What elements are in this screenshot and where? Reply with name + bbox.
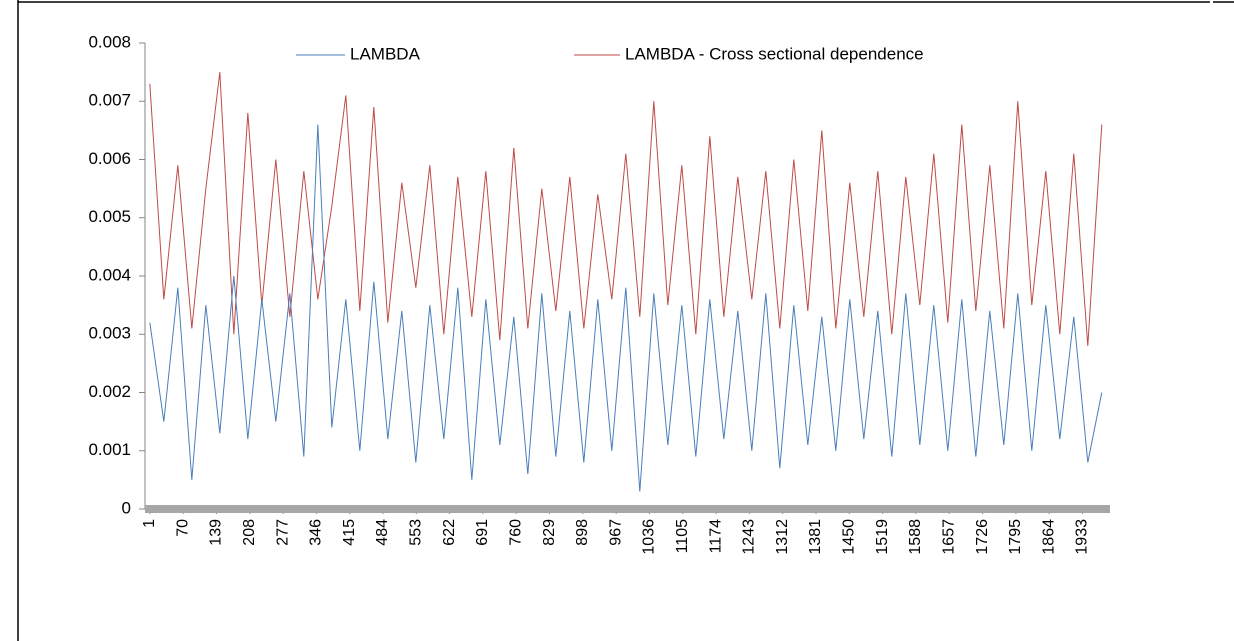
series-line (149, 72, 1103, 346)
x-tick-label: 70 (174, 519, 191, 537)
x-tick-label: 1243 (741, 519, 758, 555)
x-tick-label: 1519 (874, 519, 891, 555)
y-tick-label: 0.005 (88, 207, 131, 226)
x-tick-label: 139 (208, 519, 225, 546)
x-tick-label: 1312 (774, 519, 791, 555)
x-tick-label: 898 (574, 519, 591, 546)
x-tick-label: 484 (374, 519, 391, 546)
x-axis (145, 505, 1110, 513)
x-tick-label: 691 (474, 519, 491, 546)
y-tick-label: 0.002 (88, 382, 131, 401)
x-tick-label: 208 (241, 519, 258, 546)
y-tick-label: 0.007 (88, 91, 131, 110)
x-tick-label: 1795 (1007, 519, 1024, 555)
x-tick-label: 967 (607, 519, 624, 546)
x-tick-label: 1381 (807, 519, 824, 555)
x-tick-label: 1105 (674, 519, 691, 554)
legend-label: LAMBDA - Cross sectional dependence (625, 44, 924, 63)
y-tick-label: 0.001 (88, 440, 131, 459)
y-tick-label: 0.003 (88, 324, 131, 343)
x-tick-label: 553 (408, 519, 425, 546)
series-line (149, 124, 1103, 492)
y-tick-label: 0.008 (88, 32, 131, 51)
x-tick-label: 1450 (841, 519, 858, 555)
x-tick-label: 1 (141, 519, 158, 528)
x-tick-label: 1933 (1074, 519, 1091, 555)
x-tick-label: 622 (441, 519, 458, 546)
x-tick-label: 829 (541, 519, 558, 546)
x-tick-label: 277 (274, 519, 291, 546)
y-tick-label: 0.004 (88, 265, 131, 284)
legend-label: LAMBDA (350, 44, 421, 63)
x-tick-label: 1174 (707, 519, 724, 554)
x-tick-label: 1864 (1040, 519, 1057, 555)
x-tick-label: 415 (341, 519, 358, 546)
x-tick-label: 1588 (907, 519, 924, 555)
x-tick-label: 346 (308, 519, 325, 546)
y-tick-label: 0.006 (88, 149, 131, 168)
x-tick-label: 760 (507, 519, 524, 546)
x-tick-label: 1726 (974, 519, 991, 555)
x-tick-label: 1036 (641, 519, 658, 555)
x-tick-label: 1657 (940, 519, 957, 555)
y-tick-label: 0 (122, 498, 131, 517)
